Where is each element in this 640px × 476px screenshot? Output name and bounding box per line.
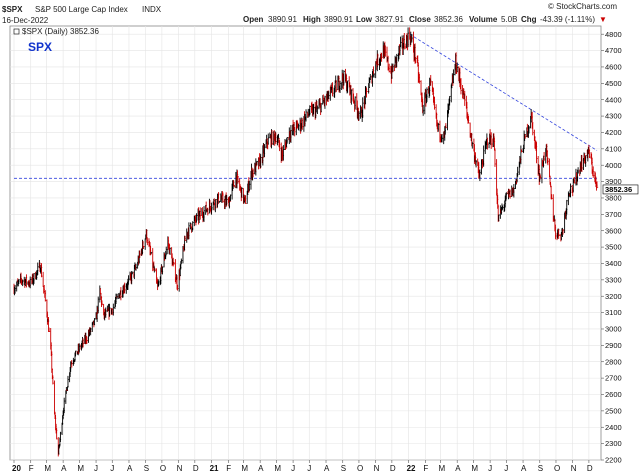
x-tick-label: A (258, 464, 264, 473)
y-tick-label: 3300 (605, 275, 622, 284)
x-tick-label: 22 (407, 464, 416, 473)
x-tick-label: A (324, 464, 330, 473)
legend-swatch-icon (13, 28, 20, 35)
x-tick-label: M (471, 464, 478, 473)
chart-symbol-label: SPX (28, 40, 52, 54)
x-tick-label: M (438, 464, 445, 473)
exchange-label: INDX (142, 5, 162, 14)
trendline (409, 33, 598, 151)
x-tick-label: M (241, 464, 248, 473)
x-tick-label: M (77, 464, 84, 473)
y-tick-label: 3800 (605, 194, 622, 203)
x-tick-label: S (538, 464, 543, 473)
x-tick-label: J (488, 464, 492, 473)
y-tick-label: 2900 (605, 341, 622, 350)
x-tick-label: J (110, 464, 114, 473)
x-tick-label: J (504, 464, 508, 473)
x-tick-label: D (390, 464, 396, 473)
y-tick-label: 4400 (605, 95, 622, 104)
y-tick-label: 2500 (605, 406, 622, 415)
y-tick-label: 3500 (605, 243, 622, 252)
y-tick-label: 4700 (605, 46, 622, 55)
y-tick-label: 4600 (605, 63, 622, 72)
x-tick-label: N (177, 464, 183, 473)
x-tick-label: A (455, 464, 461, 473)
x-tick-label: J (94, 464, 98, 473)
y-tick-label: 3600 (605, 226, 622, 235)
trendline-layer (14, 33, 598, 179)
y-tick-label: 3200 (605, 292, 622, 301)
down-arrow-icon: ▼ (599, 15, 607, 24)
x-tick-label: F (29, 464, 34, 473)
y-tick-label: 2600 (605, 390, 622, 399)
symbol-label: $SPX (2, 5, 23, 14)
y-tick-label: 3400 (605, 259, 622, 268)
price-bars (13, 27, 599, 457)
x-tick-label: A (127, 464, 133, 473)
y-axis-ticks: 2200 2300 2400 2500 2600 2700 2800 2900 3000 3100… (601, 30, 622, 465)
x-tick-label: A (61, 464, 67, 473)
high-label: High (303, 15, 321, 24)
x-tick-label: F (423, 464, 428, 473)
y-tick-label: 4200 (605, 128, 622, 137)
last-price-box (602, 184, 639, 195)
x-tick-label: J (291, 464, 295, 473)
y-tick-label: 2200 (605, 456, 622, 465)
y-tick-label: 4300 (605, 112, 622, 121)
chg-label: Chg (521, 15, 537, 24)
x-tick-label: M (44, 464, 51, 473)
x-tick-label: 20 (12, 464, 21, 473)
x-tick-label: N (571, 464, 577, 473)
date-label: 16-Dec-2022 (2, 16, 49, 25)
x-tick-label: 21 (210, 464, 219, 473)
x-tick-label: F (226, 464, 231, 473)
y-tick-label: 3100 (605, 308, 622, 317)
y-tick-label: 3700 (605, 210, 622, 219)
volume-value: 5.0B (501, 15, 517, 24)
legend-label: $SPX (Daily) 3852.36 (22, 27, 99, 36)
x-tick-label: O (357, 464, 363, 473)
close-label: Close (409, 15, 431, 24)
open-label: Open (243, 15, 264, 24)
y-tick-label: 3000 (605, 325, 622, 334)
x-tick-label: O (160, 464, 166, 473)
last-price-value: 3852.36 (605, 185, 632, 194)
x-tick-label: S (341, 464, 346, 473)
low-label: Low (356, 15, 373, 24)
grid-layer (10, 26, 601, 461)
y-tick-label: 3900 (605, 177, 622, 186)
x-tick-label: A (521, 464, 527, 473)
y-tick-label: 4800 (605, 30, 622, 39)
x-axis-ticks: 20 F M A M J J A S O N D 21 F M A M J J A S O N D 22 F M A M J J A S O N D (12, 460, 593, 473)
y-tick-label: 2700 (605, 374, 622, 383)
index-name: S&P 500 Large Cap Index (35, 5, 128, 14)
x-tick-label: D (193, 464, 199, 473)
x-tick-label: D (587, 464, 593, 473)
y-tick-label: 2300 (605, 439, 622, 448)
y-tick-label: 4000 (605, 161, 622, 170)
low-value: 3827.91 (375, 15, 404, 24)
y-tick-label: 2400 (605, 423, 622, 432)
x-tick-label: S (144, 464, 149, 473)
high-value: 3890.91 (324, 15, 353, 24)
last-price-tag: 3852.36 (602, 184, 639, 195)
x-tick-label: N (374, 464, 380, 473)
volume-label: Volume (469, 15, 498, 24)
watermark: © StockCharts.com (548, 2, 617, 11)
x-tick-label: M (274, 464, 281, 473)
close-value: 3852.36 (434, 15, 463, 24)
chg-value: -43.39 (-1.11%) (540, 15, 595, 24)
y-tick-label: 4100 (605, 144, 622, 153)
plot-frame (9, 25, 602, 461)
open-value: 3890.91 (268, 15, 297, 24)
y-tick-label: 4500 (605, 79, 622, 88)
x-tick-label: O (554, 464, 560, 473)
x-tick-label: J (307, 464, 311, 473)
y-tick-label: 2800 (605, 357, 622, 366)
